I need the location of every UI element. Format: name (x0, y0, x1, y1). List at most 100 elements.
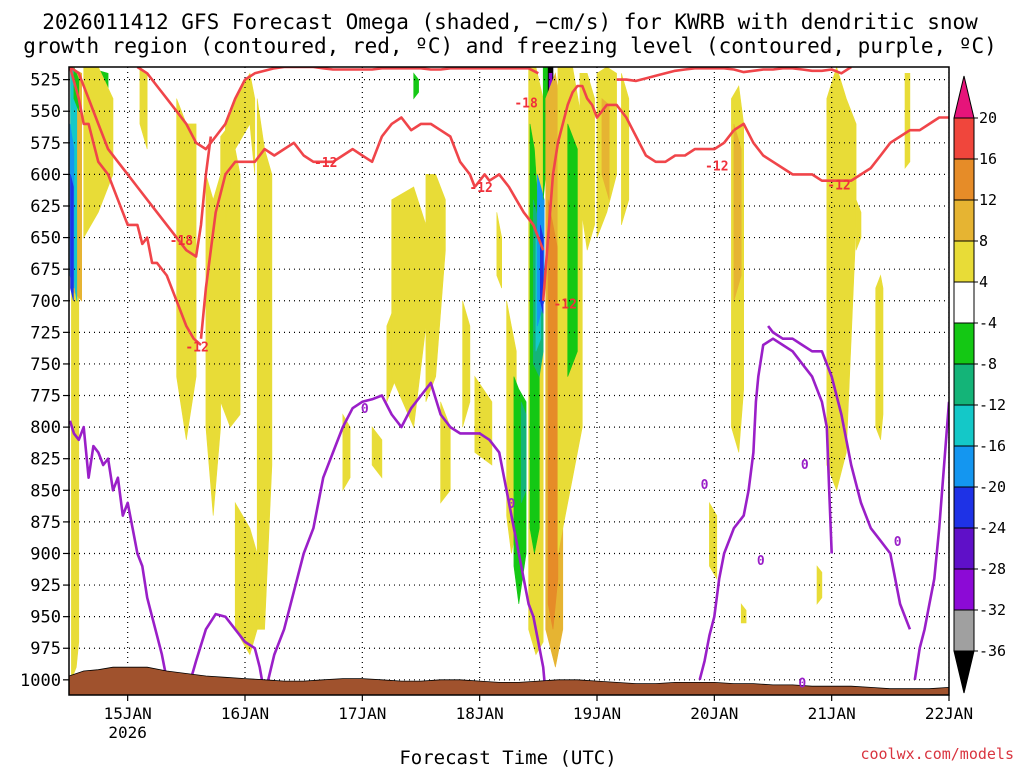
chart-title-line-1: 2026011412 GFS Forecast Omega (shaded, −… (42, 10, 978, 34)
dendritic-growth-contour (473, 173, 545, 251)
omega-shade-region (496, 212, 502, 289)
omega-shade-region (904, 73, 911, 169)
omega-shade-region (567, 123, 578, 377)
contour-label: -12 (469, 181, 492, 196)
freezing-level-contour (263, 381, 547, 695)
y-tick-label: 950 (30, 608, 61, 628)
dendritic-growth-contour (136, 67, 539, 151)
contour-label: 0 (507, 497, 515, 512)
omega-shade-region (547, 199, 559, 630)
y-tick-label: 925 (30, 576, 61, 596)
y-tick-label: 775 (30, 387, 61, 407)
y-tick-label: 900 (30, 544, 61, 564)
y-tick-label: 1000 (20, 671, 61, 691)
colorbar-band (953, 486, 975, 529)
colorbar-label: -28 (979, 560, 1006, 578)
contour-label: 0 (757, 554, 765, 569)
colorbar-bottom-arrow (953, 650, 975, 694)
contour-label: 0 (894, 535, 902, 550)
omega-shade-region (83, 67, 114, 239)
x-tick-label: 19JAN (573, 704, 621, 723)
colorbar-band (953, 527, 975, 570)
terrain-ground (69, 666, 949, 695)
contour-label: -18 (514, 96, 538, 111)
omega-shade-region (733, 123, 742, 301)
x-tick-label: 18JAN (456, 704, 504, 723)
y-tick-label: 875 (30, 513, 61, 533)
colorbar-label: -16 (979, 437, 1006, 455)
grid-layer (69, 67, 949, 695)
omega-shade-region (371, 426, 383, 479)
contour-layer (69, 67, 949, 695)
omega-shade-region (875, 274, 884, 440)
contour-label: 0 (701, 478, 709, 493)
y-tick-label: 800 (30, 418, 61, 438)
colorbar-label: 4 (979, 273, 988, 291)
colorbar-band (953, 445, 975, 488)
freezing-level-contour (69, 420, 173, 695)
colorbar-label: 20 (979, 109, 997, 127)
colorbar-band (953, 281, 975, 324)
omega-shade-region (342, 413, 351, 492)
colorbar-band (953, 363, 975, 406)
contour-label: 0 (801, 458, 809, 473)
y-tick-label: 725 (30, 323, 61, 343)
dendritic-growth-contour (199, 116, 477, 339)
contour-label: 0 (798, 676, 806, 691)
freezing-level-contour (913, 401, 949, 680)
freezing-level-contour (767, 325, 912, 630)
omega-shade-region (709, 501, 718, 580)
y-axis: 525 550 575 600 625 650 675 700 725 750 775 800 825 8… (20, 71, 69, 691)
contour-label: -12 (185, 340, 208, 355)
dendritic-growth-contour (69, 67, 213, 258)
omega-shade-region (621, 73, 630, 225)
y-tick-label: 850 (30, 481, 61, 501)
omega-shade-region (425, 174, 446, 402)
colorbar-band (953, 199, 975, 242)
plot-frame (68, 66, 950, 696)
x-axis-title: Forecast Time (UTC) (399, 747, 616, 768)
omega-shade-region (740, 603, 747, 624)
contour-label: -12 (553, 297, 576, 312)
y-tick-label: 700 (30, 292, 61, 312)
contour-label: -12 (705, 160, 728, 175)
dendritic-growth-contour (69, 67, 202, 346)
y-tick-label: 575 (30, 134, 61, 154)
credit-text[interactable]: coolwx.com/models (860, 745, 1014, 763)
contour-label-layer: -12 -18 -12 -12 -18 -12 -12 -12 0 0 0 0 0 0 0 (170, 96, 902, 691)
omega-shading-layer (69, 67, 911, 680)
dendritic-growth-contour (733, 116, 949, 182)
colorbar-label: 16 (979, 150, 997, 168)
freezing-level-contour (185, 612, 266, 695)
dendritic-growth-contour (541, 84, 735, 301)
terrain-layer (69, 666, 949, 695)
omega-shade-region (579, 73, 595, 251)
colorbar: 20 16 12 8 4 -4 -8 -12 -16 -20 -24 -28 -32 -36 (953, 75, 1006, 694)
y-tick-label: 650 (30, 229, 61, 249)
chart-title-line-2: growth region (contoured, red, ºC) and f… (23, 34, 997, 58)
colorbar-label: -4 (979, 314, 997, 332)
contour-label: -18 (170, 234, 194, 249)
x-tick-label: 16JAN (221, 704, 269, 723)
y-tick-label: 975 (30, 639, 61, 659)
contour-label: 0 (361, 402, 369, 417)
colorbar-label: -20 (979, 478, 1006, 496)
colorbar-band (953, 322, 975, 365)
omega-shade-region (440, 401, 451, 504)
plot-area: -12 -18 -12 -12 -18 -12 -12 -12 0 0 0 0 0 0 0 (68, 66, 950, 696)
x-tick-label: 20JAN (690, 704, 738, 723)
x-tick-sublabel: 2026 (108, 723, 147, 742)
y-tick-label: 675 (30, 260, 61, 280)
colorbar-band (953, 404, 975, 447)
colorbar-band (953, 117, 975, 160)
y-tick-label: 525 (30, 71, 61, 91)
contour-label: -12 (314, 156, 337, 171)
colorbar-band (953, 158, 975, 201)
y-tick-label: 550 (30, 102, 61, 122)
y-tick-label: 750 (30, 355, 61, 375)
omega-shade-region (601, 97, 610, 200)
y-tick-label: 600 (30, 165, 61, 185)
y-tick-label: 625 (30, 197, 61, 217)
